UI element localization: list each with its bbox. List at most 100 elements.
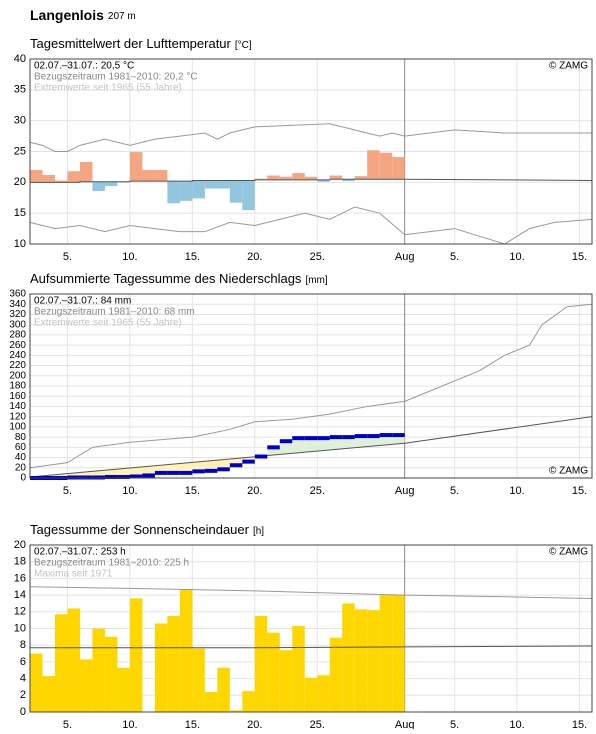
annotation: Maxima seit 1971 <box>34 569 113 580</box>
bar <box>67 608 80 712</box>
bar <box>279 650 293 712</box>
bar <box>192 180 205 199</box>
y-tick-label: 14 <box>14 589 26 601</box>
y-tick-label: 200 <box>9 370 26 381</box>
bar <box>317 675 330 712</box>
reference-line <box>29 123 592 152</box>
annotation: Extremwerte seit 1965 (55 Jahre) <box>34 318 182 329</box>
cumulative-step <box>379 433 393 438</box>
annotation: 02.07.–31.07.: 84 mm <box>34 296 131 307</box>
cumulative-step <box>304 436 318 441</box>
bar <box>204 691 218 712</box>
y-tick-label: 10 <box>14 238 26 250</box>
x-tick-label: 25. <box>310 251 325 263</box>
bar <box>104 181 118 187</box>
y-tick-label: 300 <box>9 319 26 330</box>
bar <box>367 150 380 180</box>
bar <box>217 667 230 712</box>
bar <box>379 152 393 180</box>
difference-fill <box>367 436 380 447</box>
x-tick-label: 15. <box>572 485 587 497</box>
copyright: © ZAMG <box>549 466 588 477</box>
x-tick-label: 15. <box>572 719 587 729</box>
bar <box>354 176 368 180</box>
cumulative-step <box>279 439 293 444</box>
bar <box>242 180 255 211</box>
bar <box>129 598 143 712</box>
x-tick-label: 20. <box>247 485 262 497</box>
cumulative-step <box>292 436 305 441</box>
plot-frame <box>29 58 593 245</box>
title-text: Aufsummierte Tagessumme des Niederschlag… <box>30 271 302 286</box>
bar <box>79 659 93 712</box>
x-tick-label: Aug <box>395 251 415 263</box>
cumulative-step <box>192 469 205 474</box>
reference-line <box>29 303 593 469</box>
y-tick-label: 12 <box>14 606 26 618</box>
y-tick-label: 6 <box>20 656 26 668</box>
bar <box>392 157 405 180</box>
bar <box>379 595 393 712</box>
bar <box>304 176 318 180</box>
y-tick-label: 40 <box>15 452 27 463</box>
plot-frame <box>29 293 593 479</box>
cumulative-step <box>154 470 168 475</box>
y-tick-label: 340 <box>9 299 26 310</box>
bar <box>167 615 180 712</box>
y-tick-label: 140 <box>9 401 26 412</box>
x-tick-label: 5. <box>63 485 72 497</box>
cumulative-step <box>104 474 118 479</box>
annotation: 02.07.–31.07.: 253 h <box>34 547 126 558</box>
x-tick-label: Aug <box>395 485 415 497</box>
cumulative-step <box>92 475 105 480</box>
bar <box>167 181 180 204</box>
y-tick-label: 30 <box>14 115 26 127</box>
difference-fill <box>379 435 393 446</box>
difference-fill <box>392 435 405 445</box>
bar <box>92 181 105 191</box>
y-tick-label: 0 <box>20 473 26 484</box>
bar <box>317 179 330 182</box>
x-tick-label: 5. <box>450 485 459 497</box>
difference-fill <box>292 438 305 454</box>
bar <box>129 152 143 182</box>
reference-line <box>404 178 593 181</box>
difference-fill <box>117 467 130 477</box>
y-tick-label: 35 <box>14 84 26 96</box>
station: Langenlois 207 m <box>30 7 136 23</box>
x-tick-label: 15. <box>185 251 200 263</box>
bar <box>392 595 405 712</box>
difference-fill <box>204 460 218 471</box>
x-tick-label: 10. <box>122 485 137 497</box>
x-tick-label: 20. <box>247 251 262 263</box>
bar <box>30 653 43 712</box>
bar <box>342 179 355 182</box>
difference-fill <box>354 436 368 448</box>
y-tick-label: 16 <box>14 572 26 584</box>
annotation: Extremwerte seit 1965 (55 Jahre) <box>34 83 182 94</box>
x-tick-label: 15. <box>185 485 200 497</box>
y-tick-label: 220 <box>9 360 26 371</box>
y-tick-label: 20 <box>14 176 26 188</box>
cumulative-step <box>267 445 280 450</box>
cumulative-step <box>354 434 368 439</box>
y-tick-label: 20 <box>14 539 26 551</box>
difference-fill <box>279 441 293 455</box>
y-tick-label: 100 <box>9 422 26 433</box>
x-tick-label: 10. <box>509 719 524 729</box>
bar <box>267 632 280 712</box>
y-tick-label: 2 <box>20 689 26 701</box>
x-tick-label: 15. <box>572 251 587 263</box>
title-text: Tagesmittelwert der Lufttemperatur <box>30 36 232 51</box>
reference-line <box>29 586 593 599</box>
cumulative-step <box>329 435 343 440</box>
bar <box>229 180 243 203</box>
difference-fill <box>154 464 168 473</box>
annotation: Bezugszeitraum 1981–2010: 225 h <box>34 558 189 569</box>
bar <box>267 175 280 180</box>
x-tick-label: 5. <box>63 251 72 263</box>
y-tick-label: 40 <box>14 53 26 65</box>
x-tick-label: Aug <box>395 719 415 729</box>
y-tick-label: 240 <box>9 350 26 361</box>
